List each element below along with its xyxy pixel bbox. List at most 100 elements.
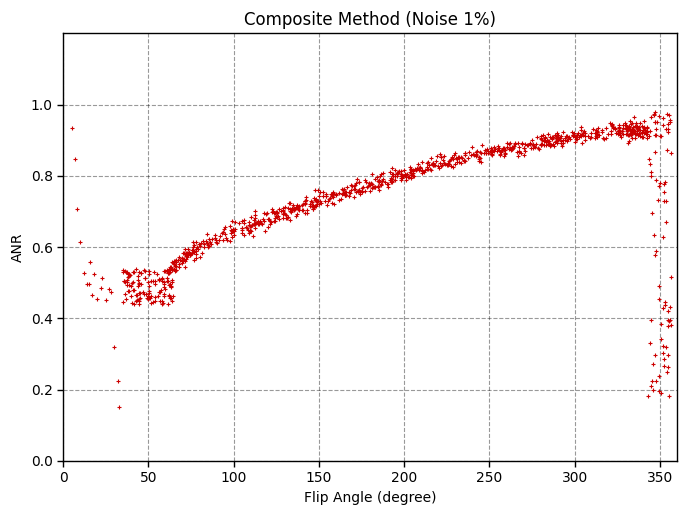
Point xyxy=(636,128,647,136)
Point xyxy=(555,134,566,142)
Point xyxy=(488,143,499,152)
Point xyxy=(339,191,350,199)
Point xyxy=(350,181,361,189)
Point xyxy=(150,277,161,285)
Point xyxy=(158,299,169,307)
Point xyxy=(350,188,361,196)
Point xyxy=(436,160,447,169)
Point xyxy=(492,147,503,155)
Point xyxy=(635,126,646,134)
Point xyxy=(451,155,462,164)
Point xyxy=(204,242,215,250)
Point xyxy=(182,253,193,262)
Point xyxy=(215,232,226,240)
Point xyxy=(632,124,643,132)
Point xyxy=(250,224,261,232)
Point xyxy=(642,123,653,131)
Point xyxy=(395,170,406,178)
Point xyxy=(496,148,507,156)
Point xyxy=(480,146,491,154)
Point xyxy=(130,265,141,273)
Point xyxy=(184,251,195,259)
Point xyxy=(562,137,573,145)
Point xyxy=(658,180,669,188)
Point xyxy=(376,176,387,185)
Point xyxy=(158,280,169,288)
Point xyxy=(403,172,414,181)
Point xyxy=(190,250,201,258)
Point xyxy=(485,150,496,158)
Point xyxy=(246,221,257,229)
Point xyxy=(455,159,466,167)
Point xyxy=(418,168,429,176)
Point xyxy=(389,166,400,174)
Point xyxy=(626,128,637,137)
Point xyxy=(290,203,301,211)
Point xyxy=(416,167,427,175)
Point xyxy=(551,135,562,143)
Point xyxy=(545,133,556,141)
Point xyxy=(344,189,355,198)
Point xyxy=(546,133,557,141)
Point xyxy=(123,272,134,281)
Point xyxy=(400,171,411,179)
Point xyxy=(210,231,221,239)
Point xyxy=(259,227,270,235)
Point xyxy=(338,189,349,197)
Point xyxy=(522,140,533,149)
Point xyxy=(354,187,365,195)
Point xyxy=(535,139,546,148)
Point xyxy=(398,166,409,174)
Point xyxy=(163,266,174,275)
Point xyxy=(645,382,656,390)
Point xyxy=(155,296,166,304)
Point xyxy=(127,299,138,308)
Point xyxy=(376,181,387,189)
Point xyxy=(134,294,145,302)
Point xyxy=(356,188,367,197)
Point xyxy=(543,137,554,146)
Point xyxy=(385,168,396,176)
Point xyxy=(315,199,326,207)
Point xyxy=(422,159,433,167)
Point xyxy=(591,130,602,138)
Point xyxy=(460,157,471,165)
Point xyxy=(436,153,447,161)
Point xyxy=(230,224,241,233)
Point xyxy=(572,135,583,143)
Point xyxy=(615,133,626,141)
Point xyxy=(561,132,572,140)
Point xyxy=(380,178,391,186)
Point xyxy=(136,268,147,277)
Point xyxy=(606,120,617,128)
Point xyxy=(473,155,484,163)
Point xyxy=(627,123,638,131)
Point xyxy=(511,148,522,156)
Point xyxy=(280,211,291,219)
Point xyxy=(600,134,611,142)
Point xyxy=(187,249,198,257)
Point xyxy=(494,146,505,154)
Point xyxy=(548,142,559,150)
Point xyxy=(118,268,129,276)
Point xyxy=(146,292,157,300)
Point xyxy=(142,292,153,300)
Point xyxy=(368,183,379,191)
Point xyxy=(219,230,230,238)
Point xyxy=(348,192,359,201)
Point xyxy=(193,240,204,249)
Point xyxy=(555,138,566,147)
Point xyxy=(552,136,563,144)
Point xyxy=(630,129,641,137)
Point xyxy=(645,168,656,176)
Point xyxy=(264,215,275,223)
Point xyxy=(483,149,494,157)
Point xyxy=(376,177,387,185)
Point xyxy=(539,140,550,149)
Point xyxy=(506,145,517,153)
Point xyxy=(127,268,138,277)
Point xyxy=(614,127,625,135)
Point xyxy=(191,245,202,253)
Point xyxy=(622,125,633,133)
Point xyxy=(117,298,128,306)
